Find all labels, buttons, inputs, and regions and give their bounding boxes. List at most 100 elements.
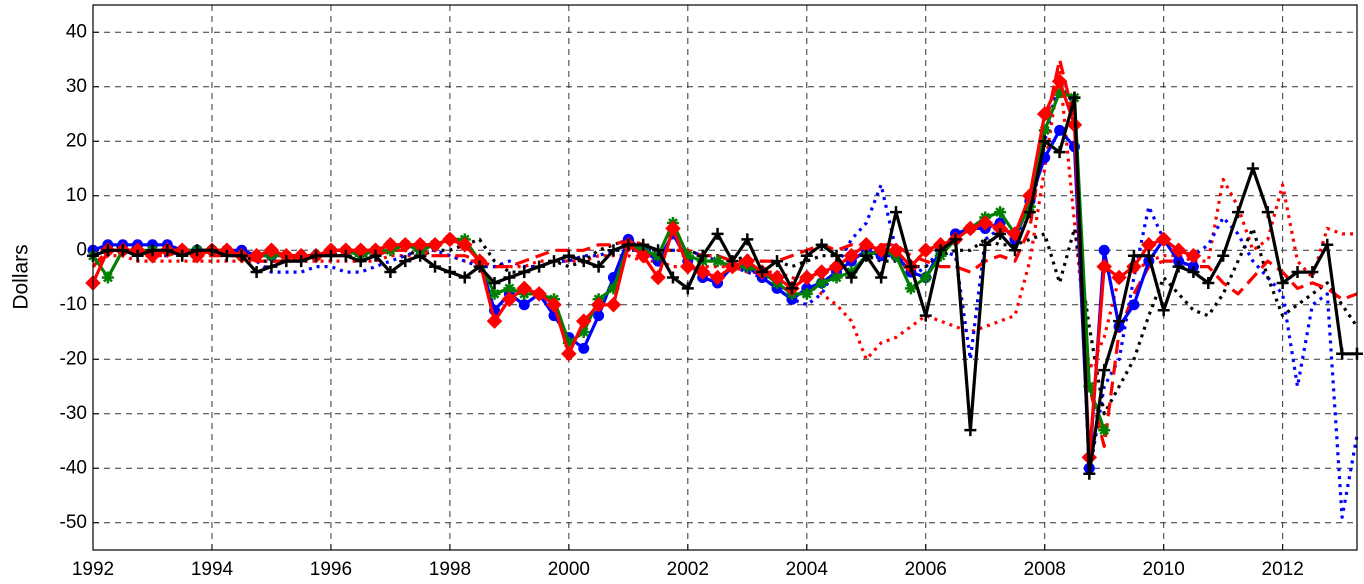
marker — [503, 271, 516, 284]
marker — [531, 286, 547, 302]
marker — [652, 244, 665, 257]
marker — [354, 255, 367, 268]
marker — [934, 244, 947, 257]
marker — [1053, 146, 1066, 159]
marker — [250, 266, 263, 279]
marker — [607, 282, 620, 295]
marker — [666, 271, 679, 284]
y-tick-label: 20 — [66, 130, 87, 151]
marker — [1172, 260, 1185, 273]
marker — [739, 253, 756, 269]
marker — [575, 313, 592, 329]
marker — [161, 244, 174, 257]
y-tick-label: -20 — [60, 348, 87, 369]
marker — [592, 260, 605, 273]
marker — [875, 271, 888, 284]
marker — [1098, 244, 1110, 256]
marker — [1128, 299, 1140, 311]
marker — [977, 215, 994, 231]
marker — [815, 276, 828, 289]
marker — [561, 346, 577, 362]
x-tick-label: 2008 — [1024, 559, 1066, 580]
marker — [1336, 347, 1349, 360]
marker — [516, 280, 533, 297]
marker — [1113, 315, 1126, 328]
marker — [280, 255, 293, 268]
y-tick-label: 0 — [76, 239, 87, 260]
marker — [756, 266, 769, 279]
marker — [1098, 424, 1111, 437]
marker — [176, 249, 189, 262]
marker — [191, 244, 204, 257]
marker — [904, 260, 917, 273]
marker — [635, 247, 651, 264]
marker — [562, 249, 575, 262]
marker — [488, 276, 501, 289]
marker — [694, 264, 711, 280]
marker — [696, 249, 709, 262]
marker — [799, 269, 815, 286]
marker — [546, 296, 562, 313]
marker — [1096, 258, 1112, 275]
marker — [384, 266, 397, 279]
marker — [1321, 238, 1334, 251]
marker — [488, 287, 501, 300]
marker — [397, 237, 414, 253]
marker — [458, 271, 471, 284]
y-tick-label: 40 — [66, 21, 87, 42]
marker — [1276, 276, 1289, 289]
marker — [1155, 231, 1172, 248]
marker — [456, 237, 473, 253]
series-line — [93, 74, 1359, 519]
marker — [101, 271, 114, 284]
marker — [310, 249, 323, 262]
marker — [533, 260, 546, 273]
x-tick-label: 2004 — [786, 559, 829, 580]
marker — [919, 309, 932, 322]
marker — [473, 260, 486, 273]
x-tick-label: 2010 — [1143, 559, 1185, 580]
marker — [711, 255, 724, 268]
x-tick-label: 1994 — [191, 559, 234, 580]
marker — [1232, 206, 1245, 219]
marker — [369, 249, 382, 262]
marker — [1023, 206, 1036, 219]
marker — [890, 206, 903, 219]
marker — [116, 244, 129, 257]
plot-frame — [92, 4, 1358, 551]
marker — [917, 242, 934, 259]
marker — [726, 255, 739, 268]
marker — [324, 249, 337, 262]
marker — [800, 287, 813, 300]
marker — [979, 238, 992, 251]
marker — [1185, 247, 1202, 264]
marker — [680, 258, 696, 275]
marker — [146, 244, 159, 257]
marker — [578, 342, 590, 354]
marker — [741, 233, 754, 246]
marker — [665, 220, 681, 237]
marker — [1157, 304, 1170, 317]
marker — [101, 244, 114, 257]
marker — [518, 299, 530, 311]
marker — [994, 227, 1007, 240]
marker — [1068, 91, 1081, 104]
marker — [815, 238, 828, 251]
marker — [919, 271, 932, 284]
marker — [501, 291, 518, 308]
marker — [1127, 249, 1140, 262]
y-tick-label: 30 — [66, 76, 87, 97]
y-axis-label: Dollars — [10, 244, 33, 309]
x-tick-label: 1996 — [310, 559, 352, 580]
marker — [1038, 124, 1051, 137]
marker — [622, 238, 635, 251]
x-tick-label: 2012 — [1262, 559, 1304, 580]
marker — [1038, 135, 1051, 148]
marker — [964, 424, 977, 437]
marker — [1053, 86, 1066, 99]
marker — [442, 231, 458, 248]
marker — [265, 260, 278, 273]
x-tick-label: 1998 — [429, 559, 471, 580]
marker — [562, 336, 575, 349]
marker — [1126, 258, 1142, 275]
